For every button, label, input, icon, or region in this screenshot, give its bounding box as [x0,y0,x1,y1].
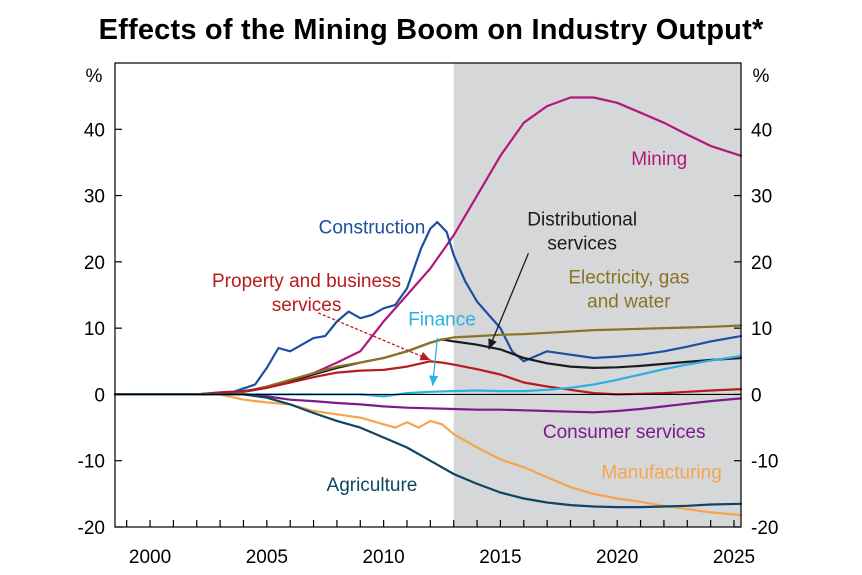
series-label-construction: Construction [319,217,426,238]
series-label-line: Electricity, gas [568,268,689,289]
series-label-manufacturing: Manufacturing [601,463,721,484]
y-tick-label-left: -10 [78,452,105,473]
y-tick-label-right: 10 [751,319,772,340]
label-layer: Mining Construction Distributional services… [212,149,722,496]
series-label-line: services [272,295,342,316]
series-label-line: Property and business [212,271,401,292]
x-tick-label: 2010 [362,547,404,568]
y-tick-label-right: 40 [751,120,772,141]
chart-title: Effects of the Mining Boom on Industry O… [98,14,764,46]
y-unit-left: % [86,66,103,87]
series-line-consumer-services [113,393,743,414]
annotation-layer [317,252,530,386]
y-unit-right: % [753,66,770,87]
series-label-line: services [547,233,617,254]
series-label-electricity-gas-and-water: Electricity, gas and water [568,268,689,313]
annotation-arrowhead [419,351,431,361]
series-layer [113,96,743,517]
x-tick-label: 2025 [713,547,755,568]
series-label-property-and-business-services: Property and business services [212,271,401,316]
annotation-arrowhead [488,338,497,350]
y-tick-label-right: -20 [751,518,778,539]
series-label-distributional-services: Distributional services [527,209,637,254]
plot-background [453,63,741,527]
plot-frame [114,62,742,528]
annotation-arrow-line [488,252,530,350]
series-line-finance [113,354,743,398]
series-line-electricity-gas-and-water [113,324,743,396]
series-line-distributional-services [113,338,743,396]
y-tick-label-right: 30 [751,187,772,208]
series-label-finance: Finance [408,309,476,330]
y-tick-label-right: 0 [751,385,762,406]
series-label-consumer-services: Consumer services [543,422,706,443]
series-label-line: Consumer services [543,422,706,443]
series-label-line: Finance [408,309,476,330]
series-label-line: Agriculture [327,475,418,496]
series-label-line: and water [587,292,671,313]
y-tick-label-right: 20 [751,253,772,274]
shaded-region [453,63,741,527]
y-tick-label-left: 40 [84,120,105,141]
series-label-line: Mining [631,149,687,170]
y-tick-label-left: 0 [94,385,105,406]
x-tick-label: 2020 [596,547,638,568]
y-tick-label-left: 20 [84,253,105,274]
x-tick-label: 2000 [129,547,171,568]
y-tick-label-left: -20 [78,518,105,539]
y-tick-label-left: 10 [84,319,105,340]
annotation-arrowhead [429,375,439,386]
annotation-arrow-line [317,312,431,361]
series-label-mining: Mining [631,149,687,170]
series-label-line: Construction [319,217,426,238]
y-tick-label-left: 30 [84,187,105,208]
series-label-line: Distributional [527,209,637,230]
series-line-construction [113,221,743,396]
y-tick-label-right: -10 [751,452,778,473]
series-label-line: Manufacturing [601,463,721,484]
series-label-agriculture: Agriculture [327,475,418,496]
x-tick-label: 2005 [246,547,288,568]
x-tick-label: 2015 [479,547,521,568]
series-line-agriculture [113,393,743,509]
